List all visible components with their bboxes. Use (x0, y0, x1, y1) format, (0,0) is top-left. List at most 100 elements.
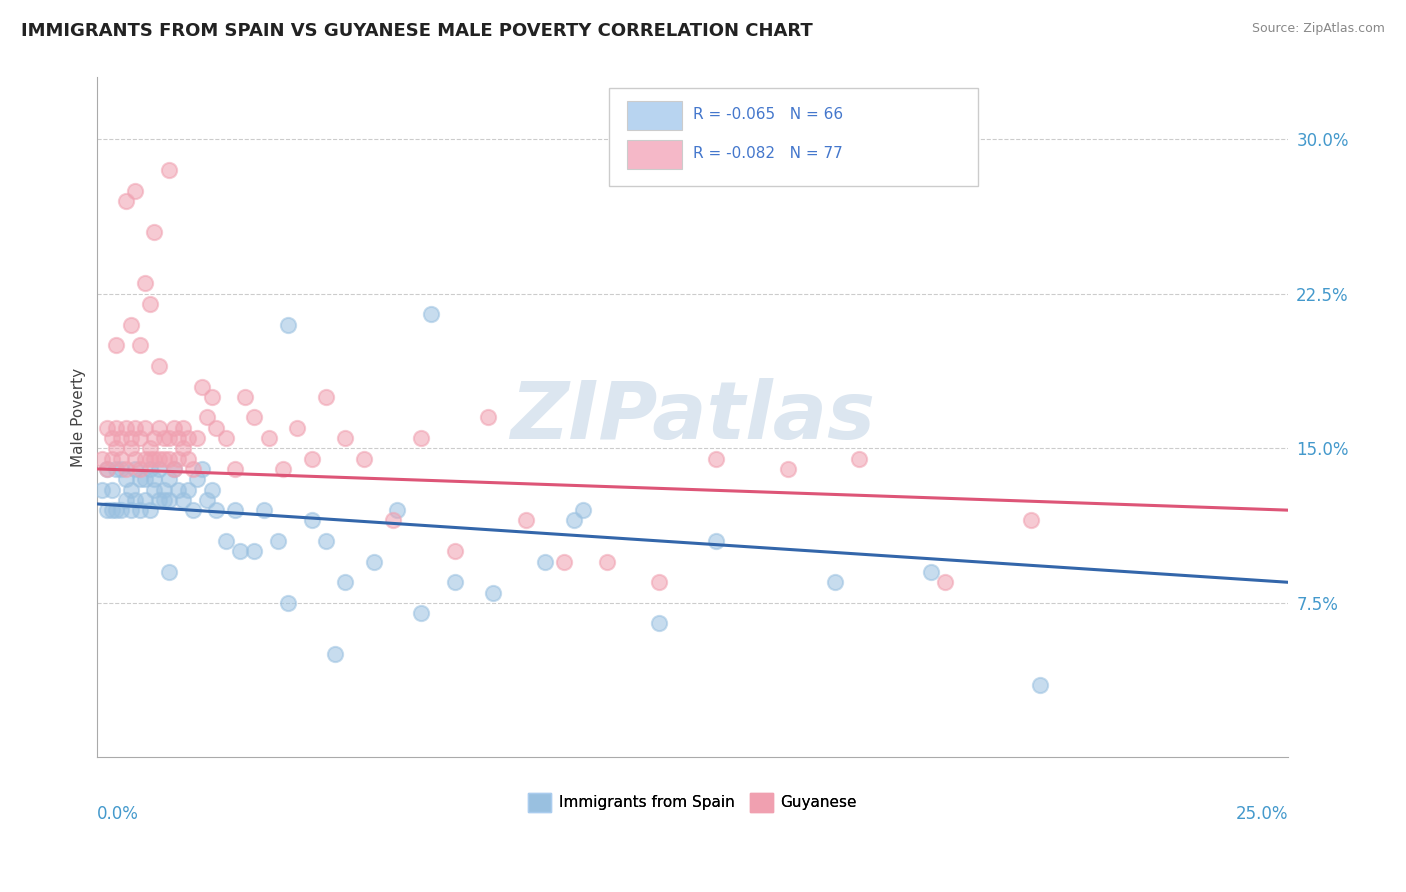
Point (277, 596, 299, 610)
Point (229, 544, 252, 558)
Point (138, 442, 160, 456)
Point (411, 606, 433, 620)
Point (110, 503, 132, 517)
Point (285, 421, 308, 435)
Point (167, 431, 190, 445)
Point (534, 555, 557, 569)
Point (443, 544, 465, 558)
Point (253, 503, 276, 517)
Point (120, 483, 142, 497)
Point (205, 421, 228, 435)
Point (162, 462, 184, 476)
Point (186, 472, 208, 486)
Point (277, 318, 299, 332)
Point (115, 462, 138, 476)
Point (129, 472, 152, 486)
Point (648, 616, 671, 631)
Point (477, 410, 499, 425)
Point (325, 648, 347, 662)
Point (224, 503, 246, 517)
Point (115, 492, 138, 507)
Point (553, 555, 575, 569)
FancyBboxPatch shape (627, 140, 682, 169)
Point (110, 451, 132, 466)
Point (100, 451, 122, 466)
Point (96, 421, 118, 435)
Point (157, 451, 180, 466)
Point (143, 225, 166, 239)
Point (105, 462, 128, 476)
Point (848, 451, 870, 466)
Point (120, 431, 142, 445)
Point (776, 462, 799, 476)
Point (91, 483, 114, 497)
Point (143, 431, 166, 445)
Point (134, 451, 156, 466)
Y-axis label: Male Poverty: Male Poverty (72, 368, 86, 467)
Point (706, 534, 728, 549)
Point (134, 472, 156, 486)
Point (162, 462, 184, 476)
Point (271, 462, 294, 476)
Point (315, 534, 337, 549)
Point (124, 184, 146, 198)
Point (157, 163, 180, 178)
Point (201, 390, 224, 404)
Point (96, 462, 118, 476)
Point (148, 421, 170, 435)
Point (201, 483, 224, 497)
Point (162, 421, 184, 435)
Point (934, 575, 956, 590)
Point (186, 431, 208, 445)
Point (129, 338, 152, 352)
Point (411, 431, 433, 445)
Point (333, 575, 356, 590)
Text: R = -0.065   N = 66: R = -0.065 N = 66 (693, 107, 842, 122)
Point (648, 575, 671, 590)
Point (124, 492, 146, 507)
Point (120, 318, 142, 332)
Point (148, 462, 170, 476)
Point (177, 451, 200, 466)
Point (105, 421, 128, 435)
Point (115, 194, 138, 208)
Point (134, 277, 156, 291)
Point (443, 575, 465, 590)
Point (115, 472, 138, 486)
Point (172, 492, 194, 507)
Point (195, 492, 218, 507)
Point (333, 431, 356, 445)
Point (134, 492, 156, 507)
Point (129, 431, 152, 445)
Point (363, 555, 385, 569)
Point (153, 492, 176, 507)
Point (381, 513, 404, 527)
Point (148, 451, 170, 466)
Point (157, 472, 180, 486)
Point (301, 513, 323, 527)
Point (120, 503, 142, 517)
Point (387, 503, 409, 517)
Point (243, 410, 266, 425)
Point (143, 472, 166, 486)
Point (562, 513, 585, 527)
Point (138, 462, 160, 476)
Point (143, 483, 166, 497)
Point (515, 513, 537, 527)
Text: 25.0%: 25.0% (1236, 805, 1288, 823)
Point (157, 492, 180, 507)
Point (153, 483, 176, 497)
Point (115, 421, 138, 435)
Point (157, 565, 180, 579)
Point (215, 534, 238, 549)
Point (481, 585, 503, 599)
Point (419, 307, 441, 321)
Point (100, 483, 122, 497)
Point (177, 483, 200, 497)
Text: IMMIGRANTS FROM SPAIN VS GUYANESE MALE POVERTY CORRELATION CHART: IMMIGRANTS FROM SPAIN VS GUYANESE MALE P… (21, 22, 813, 40)
Point (105, 503, 128, 517)
Point (148, 492, 170, 507)
Point (172, 421, 194, 435)
Point (181, 503, 204, 517)
Point (96, 462, 118, 476)
